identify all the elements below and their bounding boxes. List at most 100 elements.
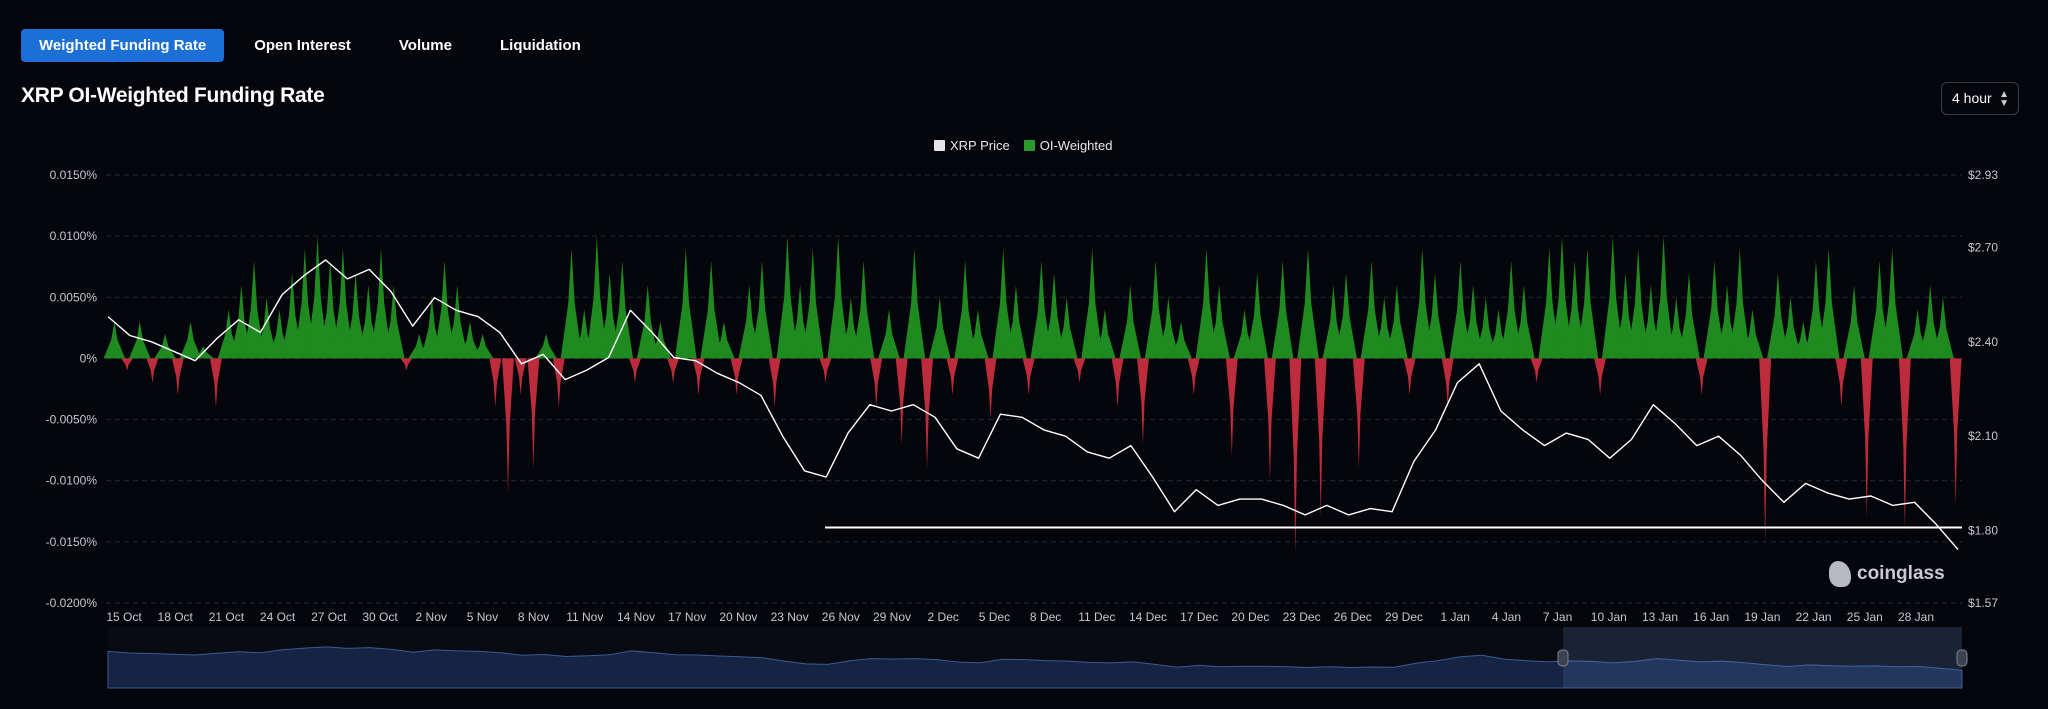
funding-bar-negative bbox=[1835, 358, 1848, 408]
x-axis-tick-label: 20 Nov bbox=[719, 610, 757, 624]
funding-bar-negative bbox=[1594, 358, 1607, 396]
watermark-text: coinglass bbox=[1857, 563, 1945, 584]
navigator-handle[interactable] bbox=[1956, 649, 1968, 667]
funding-bar-positive bbox=[1297, 248, 1319, 359]
funding-bar-positive bbox=[1208, 285, 1230, 359]
x-axis-tick-label: 8 Nov bbox=[518, 610, 549, 624]
x-axis-tick-label: 10 Jan bbox=[1591, 610, 1627, 624]
interval-select[interactable]: 4 hour ▲ ▼ bbox=[1941, 82, 2019, 115]
x-axis-tick-label: 14 Nov bbox=[617, 610, 655, 624]
funding-bar-positive bbox=[1703, 260, 1726, 359]
funding-bar-negative bbox=[514, 358, 527, 396]
funding-bar-positive bbox=[852, 260, 875, 359]
funding-bar-positive bbox=[1424, 272, 1446, 359]
funding-bar-positive bbox=[878, 309, 900, 359]
chart-legend: XRP Price OI-Weighted bbox=[934, 138, 1112, 153]
x-axis-tick-label: 19 Jan bbox=[1744, 610, 1780, 624]
funding-bar-positive bbox=[1576, 248, 1599, 359]
funding-bar-positive bbox=[1360, 260, 1383, 359]
funding-bar-positive bbox=[1475, 297, 1497, 359]
funding-bar-positive bbox=[1500, 260, 1522, 359]
funding-bar-positive bbox=[433, 260, 456, 359]
funding-bar-positive bbox=[1119, 285, 1142, 359]
right-axis-tick-label: $2.40 bbox=[1968, 335, 1998, 349]
funding-bar-negative bbox=[1225, 358, 1238, 457]
funding-bar-positive bbox=[1170, 321, 1192, 359]
funding-bar-positive bbox=[1157, 297, 1180, 359]
left-axis-tick-label: 0.0100% bbox=[50, 229, 98, 243]
x-axis-tick-label: 5 Nov bbox=[467, 610, 498, 624]
funding-bar-positive bbox=[243, 260, 265, 359]
coinglass-logo-icon bbox=[1829, 561, 1851, 587]
left-axis-tick-label: 0% bbox=[80, 351, 98, 365]
x-axis-tick-label: 25 Jan bbox=[1847, 610, 1883, 624]
funding-bar-positive bbox=[1728, 248, 1751, 359]
funding-bar-positive bbox=[967, 309, 989, 359]
x-axis-tick-label: 21 Oct bbox=[209, 610, 245, 624]
funding-bar-positive bbox=[611, 260, 634, 359]
funding-bar-positive bbox=[928, 297, 951, 359]
x-axis-tick-label: 16 Jan bbox=[1693, 610, 1729, 624]
funding-bar-positive bbox=[344, 272, 367, 359]
funding-bar-positive bbox=[1144, 260, 1167, 359]
funding-bar-positive bbox=[459, 321, 481, 359]
x-axis-tick-label: 11 Nov bbox=[566, 610, 603, 624]
funding-bar-positive bbox=[560, 248, 583, 359]
funding-bar-positive bbox=[128, 321, 151, 359]
right-axis-tick-label: $2.70 bbox=[1968, 240, 1998, 254]
funding-bar-positive bbox=[1246, 272, 1269, 359]
x-axis-tick-label: 23 Dec bbox=[1283, 610, 1321, 624]
funding-bar-negative bbox=[1111, 358, 1124, 408]
funding-bar-positive bbox=[1513, 285, 1535, 359]
funding-bar-negative bbox=[171, 358, 184, 396]
funding-bar-negative bbox=[629, 358, 641, 383]
funding-bar-positive bbox=[1919, 285, 1942, 359]
x-axis-tick-label: 18 Oct bbox=[158, 610, 194, 624]
funding-bar-positive bbox=[1817, 248, 1840, 359]
right-axis-tick-label: $1.80 bbox=[1968, 524, 1998, 538]
funding-bar-positive bbox=[1081, 248, 1103, 359]
funding-bar-negative bbox=[1187, 358, 1200, 396]
tab-liquidation[interactable]: Liquidation bbox=[499, 37, 581, 54]
legend-item-oi[interactable]: OI-Weighted bbox=[1023, 138, 1113, 153]
funding-bar-negative bbox=[730, 358, 743, 396]
x-axis-tick-label: 1 Jan bbox=[1441, 610, 1470, 624]
funding-bar-negative bbox=[552, 358, 565, 408]
legend-swatch-oi bbox=[1023, 140, 1035, 151]
tab-weighted-funding-rate[interactable]: Weighted Funding Rate bbox=[21, 29, 225, 62]
tab-open-interest[interactable]: Open Interest bbox=[254, 37, 351, 54]
funding-bar-positive bbox=[1678, 272, 1700, 359]
funding-bar-positive bbox=[1043, 272, 1065, 359]
funding-bar-positive bbox=[827, 236, 849, 359]
x-axis-tick-label: 7 Jan bbox=[1543, 610, 1572, 624]
funding-bar-negative bbox=[1314, 358, 1327, 518]
tab-volume[interactable]: Volume bbox=[398, 37, 452, 54]
left-axis-tick-label: -0.0200% bbox=[46, 596, 98, 610]
chart-title: XRP OI-Weighted Funding Rate bbox=[21, 84, 325, 107]
funding-bar-negative bbox=[1022, 358, 1035, 396]
x-axis-tick-label: 28 Jan bbox=[1898, 610, 1934, 624]
funding-bar-negative bbox=[121, 358, 133, 371]
funding-bar-positive bbox=[446, 285, 469, 359]
x-axis-tick-label: 30 Oct bbox=[362, 610, 398, 624]
legend-item-price[interactable]: XRP Price bbox=[934, 138, 1010, 153]
funding-bar-positive bbox=[382, 285, 405, 359]
navigator-handle[interactable] bbox=[1557, 649, 1569, 667]
legend-label-oi: OI-Weighted bbox=[1039, 138, 1113, 153]
x-axis-tick-label: 29 Nov bbox=[873, 610, 911, 624]
funding-bar-positive bbox=[179, 321, 202, 359]
x-axis-tick-label: 24 Oct bbox=[260, 610, 296, 624]
left-axis-tick-label: -0.0150% bbox=[46, 535, 98, 549]
funding-bar-positive bbox=[306, 236, 329, 359]
funding-bar-positive bbox=[700, 260, 722, 359]
funding-bar-positive bbox=[103, 321, 126, 359]
x-axis-tick-label: 26 Dec bbox=[1334, 610, 1372, 624]
funding-bar-positive bbox=[751, 260, 773, 359]
funding-bar-negative bbox=[667, 358, 680, 383]
funding-bar-positive bbox=[992, 248, 1015, 359]
funding-bar-negative bbox=[400, 358, 413, 371]
funding-bar-positive bbox=[1094, 309, 1116, 359]
funding-bar-negative bbox=[1860, 358, 1873, 518]
funding-bar-negative bbox=[502, 358, 514, 493]
funding-bar-positive bbox=[1652, 236, 1675, 359]
